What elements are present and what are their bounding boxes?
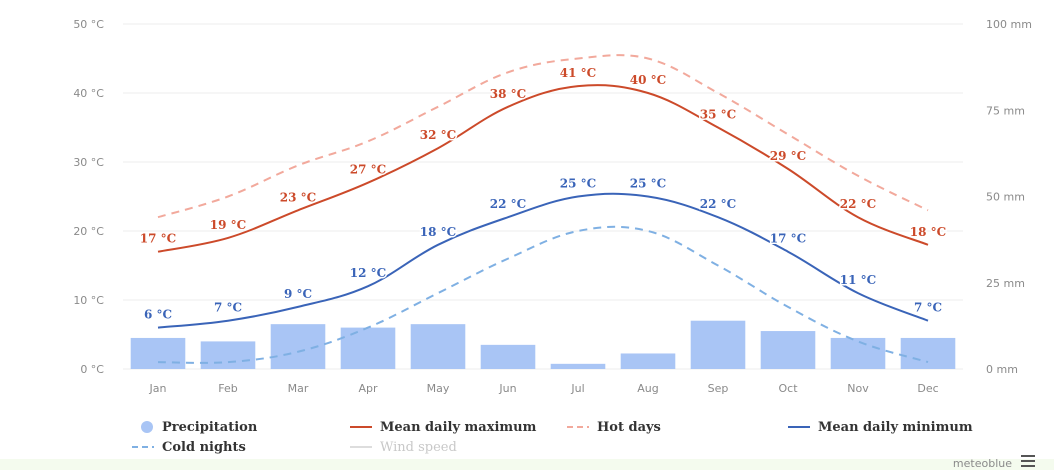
mean-daily-minimum-data-label: 25 °C xyxy=(560,177,596,191)
y-left-tick-label: 0 °C xyxy=(80,363,104,376)
mean-daily-minimum-data-label: 7 °C xyxy=(914,301,942,315)
mean-daily-maximum-data-label: 22 °C xyxy=(840,197,876,211)
x-tick-label: Aug xyxy=(637,382,658,395)
mean-daily-maximum-data-label: 32 °C xyxy=(420,128,456,142)
precipitation-bar[interactable] xyxy=(200,341,256,369)
precipitation-bar[interactable] xyxy=(900,337,956,369)
mean-daily-minimum-data-label: 25 °C xyxy=(630,177,666,191)
y-left-tick-label: 10 °C xyxy=(73,294,104,307)
mean-daily-minimum-data-label: 22 °C xyxy=(490,197,526,211)
precipitation-bar[interactable] xyxy=(340,327,396,369)
mean-daily-minimum-data-label: 18 °C xyxy=(420,225,456,239)
legend-item-cold-nights[interactable]: Cold nights xyxy=(132,440,246,455)
precipitation-bar[interactable] xyxy=(480,344,536,369)
y-right-tick-label: 50 mm xyxy=(986,191,1025,204)
x-tick-label: Feb xyxy=(218,382,237,395)
precipitation-bar[interactable] xyxy=(620,353,676,369)
y-left-tick-label: 20 °C xyxy=(73,225,104,238)
y-axis-left: 0 °C 10 °C 20 °C 30 °C 40 °C 50 °C xyxy=(73,18,104,376)
x-tick-label: Mar xyxy=(288,382,309,395)
precipitation-bar[interactable] xyxy=(130,337,186,369)
mean-daily-minimum-data-label: 9 °C xyxy=(284,287,312,301)
mean-daily-maximum-data-label: 27 °C xyxy=(350,163,386,177)
precipitation-bar[interactable] xyxy=(830,337,886,369)
x-tick-label: Oct xyxy=(778,382,798,395)
x-tick-label: Jul xyxy=(570,382,584,395)
legend-item-mean-daily-maximum[interactable]: Mean daily maximum xyxy=(350,420,537,435)
legend-label-wind-speed: Wind speed xyxy=(380,440,457,455)
y-axis-right: 0 mm 25 mm 50 mm 75 mm 100 mm xyxy=(986,18,1032,376)
x-tick-label: May xyxy=(427,382,450,395)
precipitation-bar[interactable] xyxy=(410,324,466,369)
y-right-tick-label: 75 mm xyxy=(986,104,1025,117)
x-axis: Jan Feb Mar Apr May Jun Jul Aug Sep Oct Nov Dec xyxy=(149,382,939,395)
legend-label-mean-daily-minimum: Mean daily minimum xyxy=(818,420,973,435)
y-left-tick-label: 30 °C xyxy=(73,156,104,169)
legend-item-mean-daily-minimum[interactable]: Mean daily minimum xyxy=(788,420,973,435)
precipitation-bars xyxy=(130,320,956,369)
mean-daily-maximum-data-label: 40 °C xyxy=(630,73,666,87)
mean-daily-minimum-data-label: 17 °C xyxy=(770,232,806,246)
mean-daily-minimum-data-label: 12 °C xyxy=(350,266,386,280)
series-lines xyxy=(157,54,929,364)
mean-daily-minimum-data-label: 6 °C xyxy=(144,308,172,322)
y-right-tick-label: 25 mm xyxy=(986,277,1025,290)
mean-daily-minimum-data-label: 22 °C xyxy=(700,197,736,211)
precipitation-bar[interactable] xyxy=(690,320,746,369)
legend-item-hot-days[interactable]: Hot days xyxy=(567,420,661,435)
mean-daily-maximum-line[interactable] xyxy=(157,84,929,253)
y-left-tick-label: 50 °C xyxy=(73,18,104,31)
hamburger-menu-icon[interactable] xyxy=(1021,455,1035,467)
mean-daily-maximum-data-label: 18 °C xyxy=(910,225,946,239)
y-right-tick-label: 100 mm xyxy=(986,18,1032,31)
mean-daily-maximum-data-label: 17 °C xyxy=(140,232,176,246)
legend: Precipitation Mean daily maximum Hot day… xyxy=(132,420,973,455)
x-tick-label: Jan xyxy=(149,382,167,395)
y-left-tick-label: 40 °C xyxy=(73,87,104,100)
y-right-tick-label: 0 mm xyxy=(986,363,1018,376)
precipitation-bar[interactable] xyxy=(550,363,606,369)
x-tick-label: Dec xyxy=(917,382,938,395)
mean-daily-maximum-data-label: 38 °C xyxy=(490,87,526,101)
legend-item-wind-speed[interactable]: Wind speed xyxy=(350,440,457,455)
mean-daily-maximum-data-label: 29 °C xyxy=(770,149,806,163)
mean-daily-minimum-data-label: 7 °C xyxy=(214,301,242,315)
legend-label-hot-days: Hot days xyxy=(597,420,661,435)
mean-daily-minimum-data-label: 11 °C xyxy=(840,273,876,287)
footer-strip xyxy=(0,459,1054,470)
precipitation-bar[interactable] xyxy=(760,331,816,369)
x-tick-label: Nov xyxy=(847,382,869,395)
mean-daily-maximum-data-label: 23 °C xyxy=(280,190,316,204)
mean-daily-maximum-data-label: 19 °C xyxy=(210,218,246,232)
x-tick-label: Apr xyxy=(358,382,378,395)
hot-days-line[interactable] xyxy=(157,54,929,219)
legend-label-cold-nights: Cold nights xyxy=(162,440,246,455)
cold-nights-line[interactable] xyxy=(157,225,929,364)
legend-label-precipitation: Precipitation xyxy=(162,420,258,435)
mean-daily-minimum-line[interactable] xyxy=(157,192,929,329)
legend-marker-precipitation xyxy=(141,421,153,433)
legend-item-precipitation[interactable]: Precipitation xyxy=(141,420,258,435)
legend-label-mean-daily-maximum: Mean daily maximum xyxy=(380,420,537,435)
data-labels: 17 °C 19 °C 23 °C 27 °C 32 °C 38 °C 41 °C 40 °C… xyxy=(138,65,947,324)
mean-daily-maximum-data-label: 41 °C xyxy=(560,66,596,80)
x-tick-label: Jun xyxy=(498,382,516,395)
mean-daily-maximum-data-label: 35 °C xyxy=(700,108,736,122)
credit-label[interactable]: meteoblue xyxy=(953,457,1012,470)
x-tick-label: Sep xyxy=(708,382,729,395)
